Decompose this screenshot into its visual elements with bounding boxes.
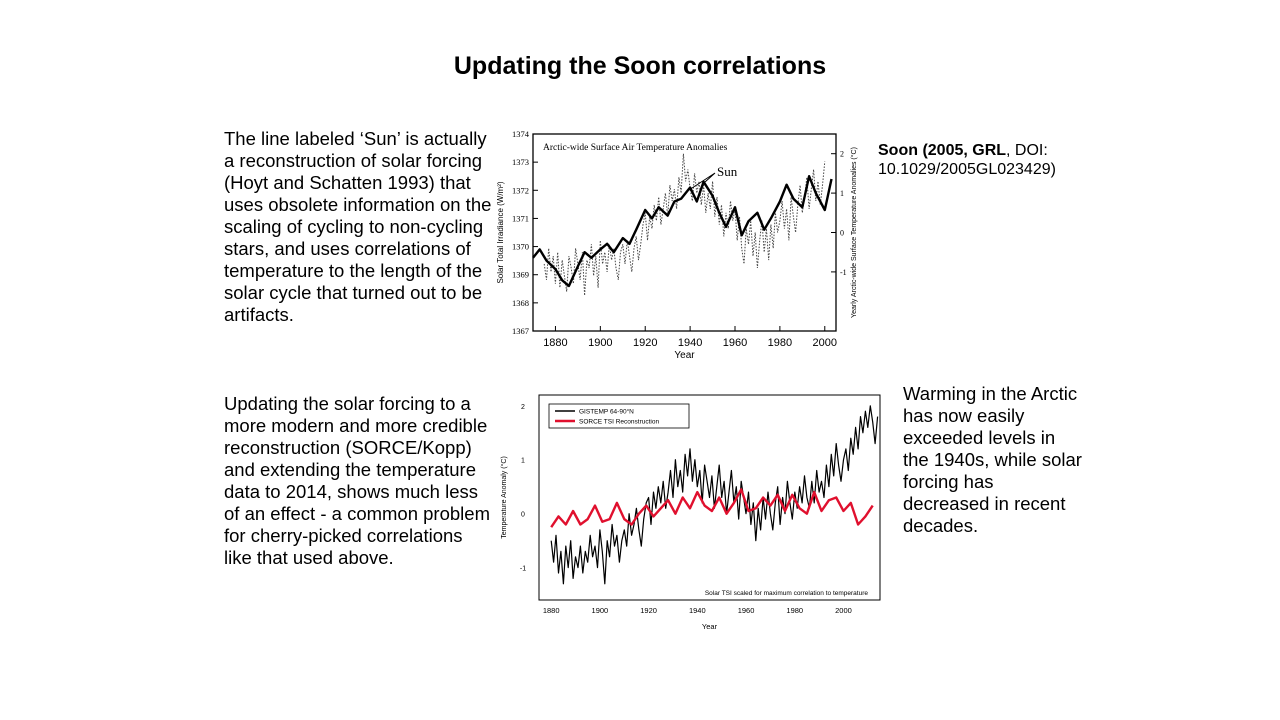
soon-y-tick-label: 1367	[512, 326, 529, 336]
gistemp-chart: 1880 1900 1920 1940 1960 1980 2000 -1 0 1 2 Year Tem…	[500, 394, 881, 631]
soon-sun-annotation: Sun	[717, 164, 738, 179]
soon-y-tick-label: 1372	[512, 185, 529, 195]
paragraph-arctic-warming: Warming in the Arctic has now easily exc…	[903, 383, 1082, 536]
gistemp-y-tick-label: 0	[521, 512, 525, 519]
soon-y2-tick-label: -1	[840, 268, 847, 277]
paragraph-updated-forcing: Updating the solar forcing to a more mod…	[224, 393, 490, 568]
soon-y2-tick-label: 1	[840, 189, 844, 198]
soon-chart: 1880 1900 1920 1940 1960 1980 2000 1367 1368 1369…	[496, 129, 858, 361]
soon-sun-annotation-pointer	[688, 172, 716, 191]
gistemp-legend-box	[548, 403, 690, 429]
soon-y-tick-label: 1368	[512, 298, 529, 308]
soon-temperature-series-line	[543, 153, 826, 296]
soon-chart-axes: 1880 1900 1920 1940 1960 1980 2000 1367 1368 1369…	[496, 129, 858, 361]
soon-chart-marks: Sun	[532, 153, 833, 296]
gistemp-x-tick-label: 1900	[592, 606, 609, 615]
soon-y-tick-label: 1370	[512, 242, 529, 252]
paragraph-sun-reconstruction: The line labeled ‘Sun’ is actually a rec…	[224, 128, 492, 325]
soon-y-tick-label: 1371	[512, 213, 529, 223]
gistemp-y-tick-label: -1	[520, 566, 526, 573]
gistemp-y-tick-label: 2	[521, 404, 525, 411]
gistemp-chart-axes: 1880 1900 1920 1940 1960 1980 2000 -1 0 1 2 Year Tem…	[500, 394, 881, 631]
soon-x-tick-label: 2000	[813, 337, 837, 349]
soon-x-tick-label: 1900	[588, 337, 612, 349]
gistemp-chart-annotation: Solar TSI scaled for maximum correlation…	[705, 590, 869, 597]
gistemp-chart-frame	[538, 394, 881, 601]
soon-x-tick-label: 1980	[768, 337, 792, 349]
soon-y2-axis-label: Yearly Arctic-wide Surface Temperature A…	[850, 147, 858, 318]
soon-x-tick-label: 1940	[678, 337, 702, 349]
gistemp-x-tick-label: 1880	[543, 606, 560, 615]
soon-sun-series-line	[532, 175, 833, 288]
gistemp-legend-label: GISTEMP 64-90°N	[579, 408, 634, 416]
soon-x-axis-label: Year	[674, 350, 695, 361]
soon-y-tick-label: 1369	[512, 270, 529, 280]
sorce-series-line	[550, 488, 874, 528]
gistemp-x-tick-label: 2000	[835, 606, 852, 615]
sorce-legend-label: SORCE TSI Reconstruction	[579, 419, 659, 426]
soon-x-tick-label: 1920	[633, 337, 657, 349]
soon-y-axis-label: Solar Total Irradiance (W/m²)	[496, 181, 505, 283]
gistemp-y-axis-label: Temperature Anomaly (°C)	[500, 456, 508, 539]
gistemp-x-tick-label: 1940	[689, 606, 706, 615]
citation: Soon (2005, GRL, DOI: 10.1029/2005GL0234…	[878, 141, 1088, 179]
soon-y2-tick-label: 2	[840, 150, 844, 159]
gistemp-x-tick-label: 1960	[738, 606, 755, 615]
citation-bold: Soon (2005, GRL	[878, 142, 1007, 159]
gistemp-series-line	[550, 405, 879, 585]
citation-rest: , DOI: 10.1029/2005GL023429)	[878, 142, 1056, 178]
gistemp-x-tick-label: 1980	[786, 606, 803, 615]
soon-y-tick-label: 1374	[512, 129, 530, 139]
soon-x-tick-label: 1880	[543, 337, 567, 349]
gistemp-y-tick-label: 1	[521, 458, 525, 465]
soon-y2-tick-label: 0	[840, 229, 844, 238]
soon-chart-title: Arctic-wide Surface Air Temperature Anom…	[543, 142, 728, 153]
gistemp-x-axis-label: Year	[702, 622, 718, 631]
soon-x-tick-label: 1960	[723, 337, 747, 349]
slide-title: Updating the Soon correlations	[453, 52, 827, 80]
gistemp-chart-marks	[550, 405, 879, 585]
gistemp-x-tick-label: 1920	[640, 606, 657, 615]
soon-y-tick-label: 1373	[512, 157, 529, 167]
gistemp-legend: GISTEMP 64-90°N SORCE TSI Reconstruction	[548, 403, 690, 429]
